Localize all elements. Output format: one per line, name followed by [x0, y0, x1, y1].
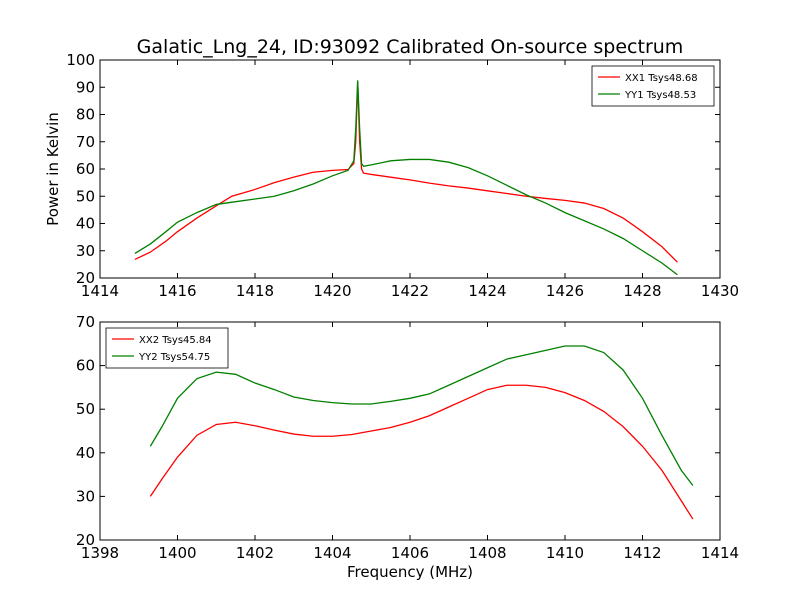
top-y-tick-label: 30: [76, 242, 95, 260]
bottom-y-tick-label: 20: [76, 531, 95, 549]
bottom-series-line-1: [149, 384, 694, 520]
top-spectrum-panel: 1414 1416 1418 1420 1422 1424 1426 1428 1430 20 30…: [66, 51, 739, 300]
top-y-tick-label: 80: [76, 106, 95, 124]
top-x-tick-label: 1424: [468, 282, 506, 300]
bottom-legend-box: [105, 327, 229, 369]
top-y-tick-label: 50: [76, 187, 95, 205]
bottom-y-tick-label: 30: [76, 487, 95, 505]
figure-title: Galatic_Lng_24, ID:93092 Calibrated On-s…: [137, 36, 684, 58]
bottom-x-tick-label: 1404: [313, 544, 351, 562]
top-y-tick-label: 90: [76, 78, 95, 96]
bottom-x-tick-label: 1412: [623, 544, 661, 562]
bottom-x-tick-label: 1398: [81, 544, 119, 562]
top-series-line-1: [134, 81, 678, 263]
top-x-tick-label: 1420: [313, 282, 351, 300]
top-legend-box: [591, 65, 715, 107]
top-series-line-2: [134, 80, 678, 276]
bottom-x-tick-label: 1408: [468, 544, 506, 562]
top-x-tick-label: 1428: [623, 282, 661, 300]
bottom-x-tick-label: 1400: [158, 544, 196, 562]
y-axis-label: Power in Kelvin: [44, 112, 62, 226]
top-legend-label-2: YY1 Tsys48.53: [624, 90, 696, 101]
bottom-y-tick-label: 70: [76, 313, 95, 331]
top-legend-label-1: XX1 Tsys48.68: [625, 73, 698, 84]
top-x-tick-label: 1430: [701, 282, 739, 300]
bottom-series-line-2: [149, 345, 694, 486]
top-x-tick-label: 1426: [546, 282, 584, 300]
top-x-tick-label: 1422: [391, 282, 429, 300]
bottom-spectrum-panel: 1398 1400 1402 1404 1406 1408 1410 1412 1414 20 30…: [76, 313, 739, 562]
bottom-y-tick-label: 60: [76, 357, 95, 375]
bottom-x-tick-label: 1402: [236, 544, 274, 562]
top-y-tick-label: 70: [76, 133, 95, 151]
top-y-tick-label: 40: [76, 215, 95, 233]
bottom-y-tick-label: 50: [76, 400, 95, 418]
top-x-tick-label: 1416: [158, 282, 196, 300]
top-y-tick-label: 100: [66, 51, 95, 69]
top-x-tick-label: 1418: [236, 282, 274, 300]
x-axis-label: Frequency (MHz): [347, 563, 473, 581]
bottom-x-tick-label: 1410: [546, 544, 584, 562]
bottom-x-tick-label: 1414: [701, 544, 739, 562]
bottom-x-tick-label: 1406: [391, 544, 429, 562]
top-y-tick-label: 60: [76, 160, 95, 178]
top-x-tick-label: 1414: [81, 282, 119, 300]
bottom-legend-label-2: YY2 Tsys54.75: [138, 352, 210, 363]
top-y-tick-label: 20: [76, 269, 95, 287]
bottom-y-tick-label: 40: [76, 444, 95, 462]
bottom-legend-label-1: XX2 Tsys45.84: [139, 335, 212, 346]
